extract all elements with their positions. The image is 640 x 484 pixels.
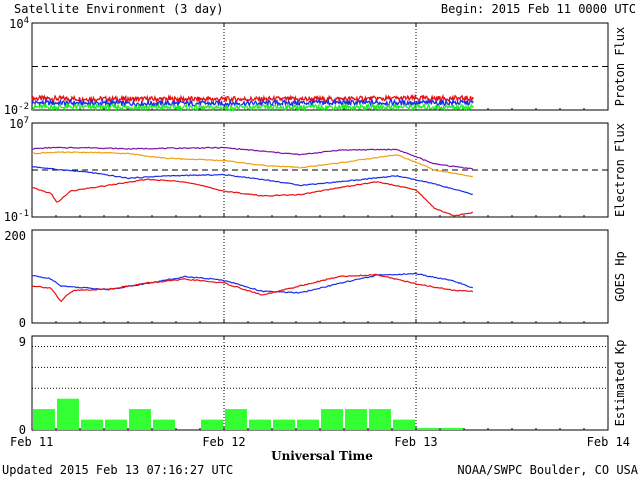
y-tick-label: 10-1 [4,209,29,224]
source-credit: NOAA/SWPC Boulder, CO USA [457,463,638,477]
y-axis-label: Electron Flux [613,123,627,217]
y-tick-exponent: -1 [18,209,29,219]
y-tick-exponent: -2 [18,102,29,112]
x-tick-label: Feb 11 [10,435,53,449]
kp-bar [33,409,55,430]
kp-bar [225,409,247,430]
plot-frame [31,335,609,431]
series-line-blue [31,272,473,294]
kp-bar [441,427,463,430]
y-tick-label: 200 [4,229,26,243]
series-line-orange [31,151,473,178]
series-line-purple [31,146,473,170]
y-tick-base: 10 [4,210,18,224]
kp-bar [129,409,151,430]
begin-time-label: Begin: 2015 Feb 11 0000 UTC [441,2,636,16]
series-line-blue [31,165,473,196]
y-tick-label: 0 [19,316,26,330]
kp-bar [393,419,415,430]
y-tick-base: 10 [9,117,23,131]
y-tick-exponent: 4 [24,16,29,26]
kp-bar [249,419,271,430]
kp-bar [153,419,175,430]
plot-frame [31,122,609,218]
x-tick-label: Feb 14 [587,435,630,449]
x-tick-label: Feb 12 [202,435,245,449]
x-tick-label: Feb 13 [394,435,437,449]
panel-kp: 9 0 Estimated Kp [19,335,627,437]
series-line-red [31,93,474,104]
kp-bar [369,409,391,430]
y-tick-base: 10 [9,17,23,31]
y-tick-label: 107 [9,116,29,131]
y-axis-label: Estimated Kp [613,340,627,427]
panel-goes_hp: 200 0 GOES Hp [4,229,627,330]
x-axis-title: Universal Time [271,449,373,463]
series-line-red [31,178,474,217]
kp-bar [81,419,103,430]
y-tick-label: 10-2 [4,102,29,117]
y-tick-label: 104 [9,16,29,31]
y-tick-exponent: 7 [24,116,29,126]
kp-bar [345,409,367,430]
kp-bar [201,419,223,430]
kp-bar [321,409,343,430]
kp-bar [417,427,439,430]
y-tick-label: 0 [19,423,26,437]
y-tick-base: 10 [4,103,18,117]
y-tick-label: 9 [19,335,26,349]
updated-timestamp: Updated 2015 Feb 13 07:16:27 UTC [2,463,233,477]
series-line-green [31,102,475,113]
kp-bar [297,419,319,430]
series-line-red [31,273,474,303]
series-line-blue [31,97,474,108]
y-axis-label: GOES Hp [613,251,627,302]
kp-bar [57,398,79,430]
kp-bar [273,419,295,430]
plot-frame [31,229,609,324]
y-axis-label: Proton Flux [613,27,627,106]
chart-title: Satellite Environment (3 day) [14,2,224,16]
kp-bar [105,419,127,430]
